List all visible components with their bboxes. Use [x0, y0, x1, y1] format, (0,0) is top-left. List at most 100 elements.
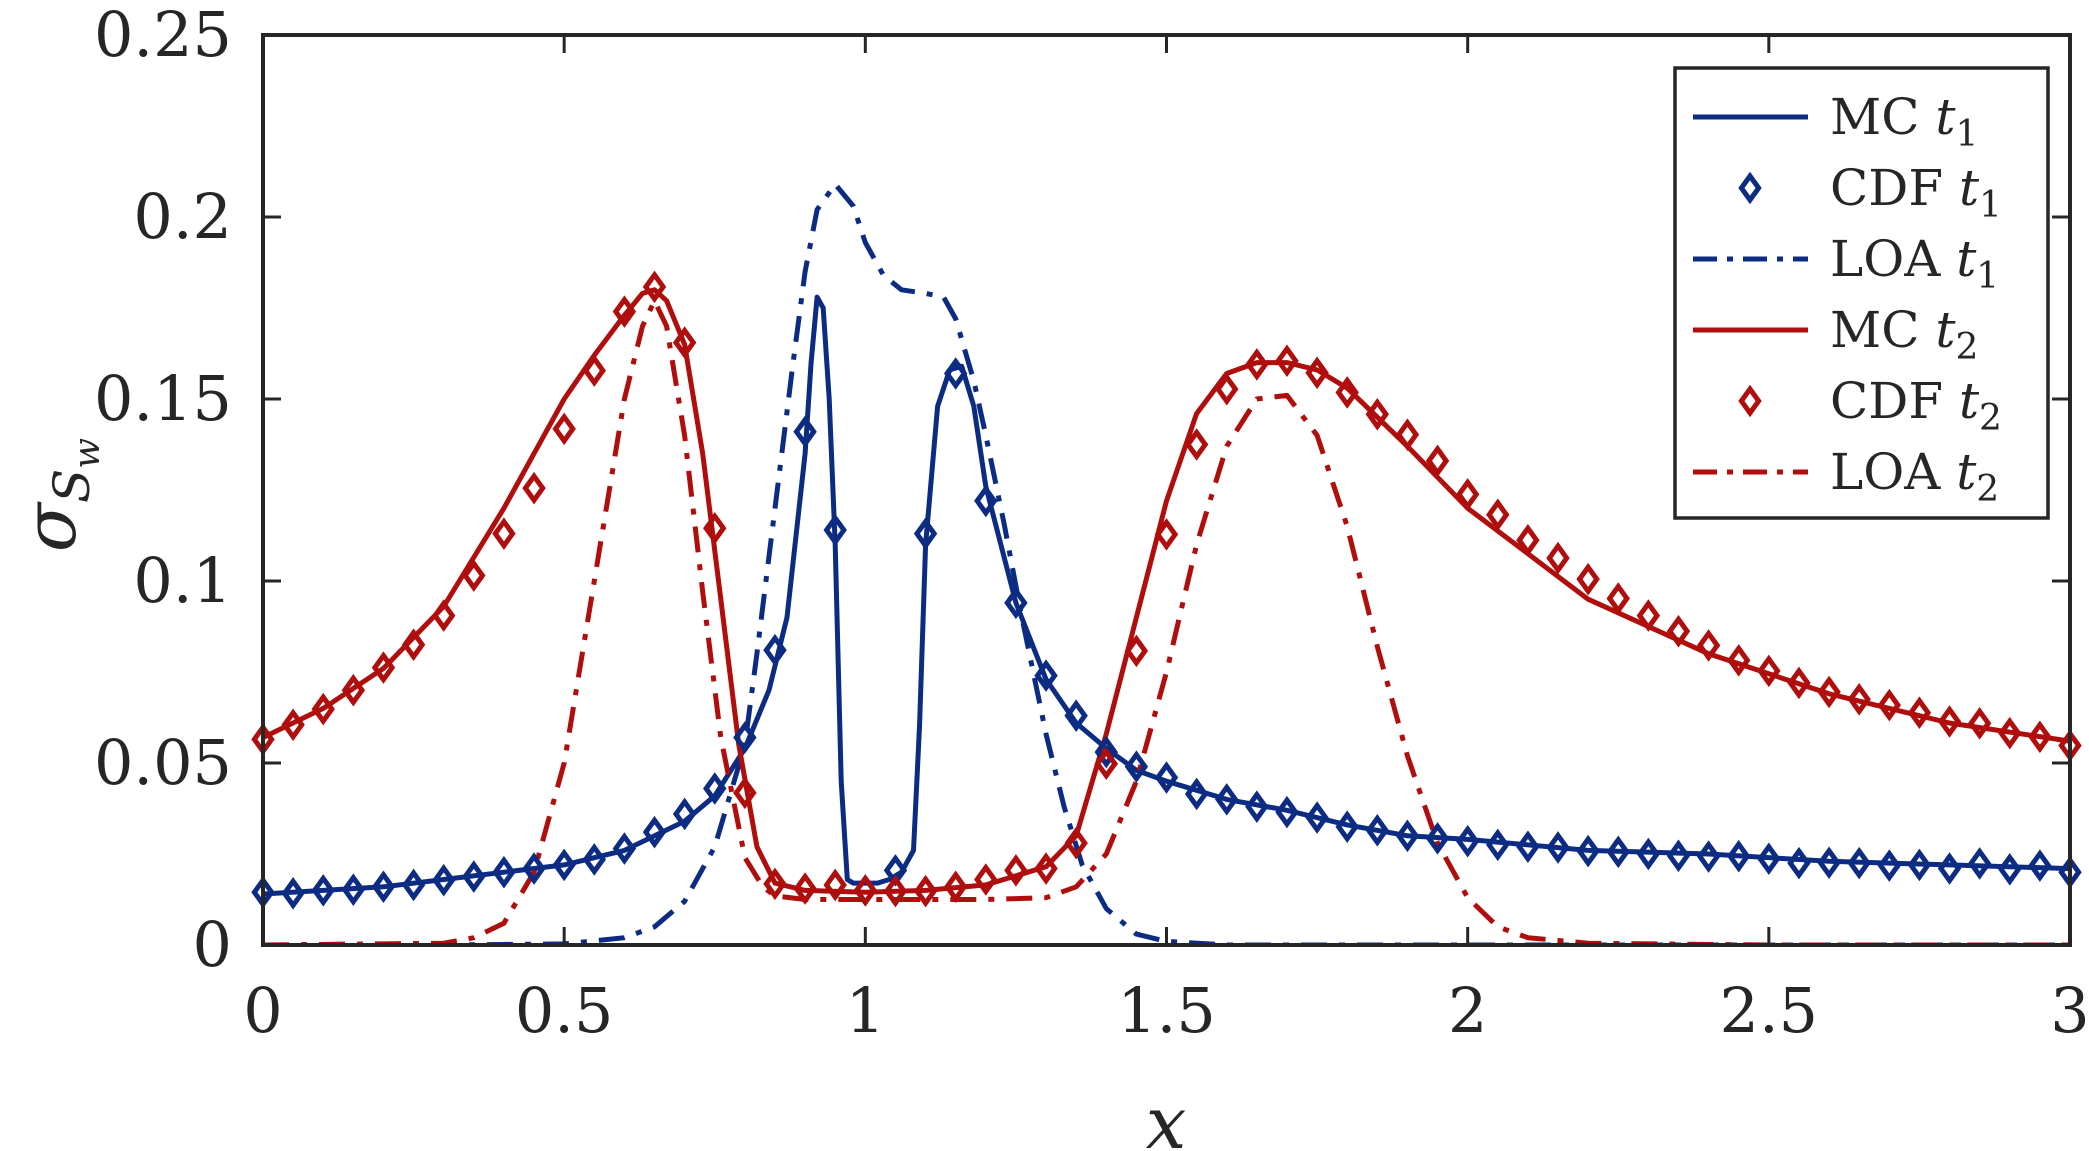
marker-cdf-t1	[431, 863, 456, 897]
marker-cdf-t1	[582, 843, 607, 876]
marker-cdf-t1	[1636, 837, 1661, 871]
marker-cdf-t1	[672, 797, 697, 831]
marker-cdf-t2	[281, 708, 305, 742]
marker-cdf-t1	[1275, 795, 1299, 829]
marker-cdf-t2	[1696, 629, 1721, 662]
marker-layer	[251, 270, 2082, 910]
legend-label: CDF t1	[1830, 159, 2002, 226]
marker-cdf-t1	[1817, 846, 1841, 880]
marker-cdf-t1	[1907, 848, 1932, 882]
marker-cdf-t1	[1094, 735, 1118, 769]
marker-cdf-t1	[1124, 750, 1149, 783]
y-tick-label: 0.2	[133, 180, 232, 253]
marker-cdf-t1	[1425, 822, 1450, 855]
marker-cdf-t2	[1576, 562, 1600, 596]
marker-cdf-t1	[1546, 831, 1570, 864]
marker-cdf-t2	[943, 870, 968, 904]
marker-cdf-t1	[1215, 783, 1239, 816]
marker-cdf-t2	[1215, 372, 1239, 406]
legend-label: LOA t1	[1830, 230, 1999, 297]
legend-swatch-marker	[1738, 171, 1762, 205]
x-tick-label: 2.5	[1720, 974, 1819, 1047]
marker-cdf-t2	[462, 559, 486, 592]
x-tick-label: 1.5	[1117, 974, 1216, 1047]
marker-cdf-t2	[974, 863, 998, 896]
marker-cdf-t2	[1546, 541, 1570, 575]
marker-cdf-t2	[1064, 826, 1088, 860]
x-tick-label: 0	[243, 974, 282, 1047]
x-tick-label: 0.5	[515, 974, 614, 1047]
marker-cdf-t1	[1666, 839, 1691, 873]
marker-cdf-t2	[1937, 705, 1962, 738]
series-line-mc-t2	[263, 287, 2070, 895]
marker-cdf-t2	[1636, 599, 1661, 632]
marker-cdf-t2	[793, 872, 817, 905]
marker-cdf-t1	[1877, 849, 1902, 882]
marker-cdf-t1	[943, 357, 968, 390]
marker-cdf-t1	[552, 848, 576, 882]
marker-cdf-t1	[1395, 819, 1420, 853]
legend-entry-loa-t1: LOA t1	[1693, 230, 1999, 297]
marker-cdf-t1	[733, 721, 757, 754]
marker-cdf-t1	[1726, 839, 1751, 873]
marker-cdf-t1	[1998, 853, 2022, 886]
marker-cdf-t2	[612, 295, 637, 328]
marker-cdf-t1	[1787, 846, 1811, 880]
marker-cdf-t2	[853, 874, 878, 907]
marker-cdf-t1	[311, 874, 335, 907]
marker-cdf-t2	[1666, 614, 1691, 648]
x-axis-label: x	[1146, 1081, 1187, 1151]
marker-cdf-t2	[642, 270, 667, 304]
legend-entry-mc-t2: MC t2	[1693, 301, 1978, 368]
marker-cdf-t2	[1365, 398, 1390, 431]
marker-cdf-t1	[1606, 835, 1630, 869]
marker-cdf-t2	[1516, 523, 1540, 557]
marker-cdf-t1	[401, 868, 426, 902]
marker-cdf-t2	[431, 599, 456, 632]
marker-cdf-t2	[371, 651, 396, 684]
marker-cdf-t2	[1184, 428, 1209, 461]
marker-cdf-t2	[913, 874, 938, 908]
marker-cdf-t2	[1395, 418, 1420, 451]
marker-cdf-t1	[763, 633, 787, 667]
marker-cdf-t2	[401, 628, 426, 661]
marker-cdf-t1	[1576, 834, 1600, 868]
y-tick-label: 0.1	[133, 544, 232, 617]
marker-cdf-t1	[703, 772, 727, 805]
marker-cdf-t2	[1245, 348, 1269, 381]
marker-cdf-t2	[1907, 696, 1932, 730]
legend-entry-mc-t1: MC t1	[1693, 88, 1978, 155]
marker-cdf-t2	[1757, 654, 1781, 688]
marker-cdf-t1	[793, 415, 817, 449]
marker-cdf-t2	[1034, 852, 1058, 885]
marker-cdf-t2	[1967, 707, 1992, 740]
marker-cdf-t2	[1726, 644, 1751, 677]
marker-cdf-t1	[2028, 849, 2052, 882]
marker-cdf-t2	[1877, 688, 1902, 722]
marker-cdf-t1	[913, 517, 938, 550]
marker-cdf-t1	[642, 815, 667, 849]
legend-swatch-marker	[1738, 384, 1762, 418]
y-tick-label: 0	[193, 908, 232, 981]
marker-cdf-t1	[1486, 828, 1510, 862]
y-axis-label-main: σ	[8, 501, 92, 552]
marker-cdf-t1	[974, 484, 998, 518]
y-tick-label: 0.25	[94, 0, 232, 71]
marker-cdf-t1	[462, 860, 486, 893]
y-tick-label: 0.15	[94, 362, 232, 435]
marker-cdf-t2	[1606, 582, 1630, 615]
legend-label: LOA t2	[1830, 443, 1999, 510]
legend-label: MC t2	[1830, 301, 1978, 368]
marker-cdf-t2	[733, 776, 757, 810]
marker-cdf-t1	[1937, 852, 1962, 885]
series-line-loa-t1	[263, 181, 2070, 945]
legend-entry-cdf-t2: CDF t2	[1738, 372, 2002, 439]
marker-cdf-t1	[1696, 840, 1721, 873]
marker-cdf-t1	[1154, 761, 1179, 794]
marker-cdf-t1	[1004, 586, 1028, 620]
marker-cdf-t2	[552, 412, 576, 446]
marker-cdf-t2	[492, 517, 516, 550]
marker-cdf-t1	[1516, 830, 1540, 863]
